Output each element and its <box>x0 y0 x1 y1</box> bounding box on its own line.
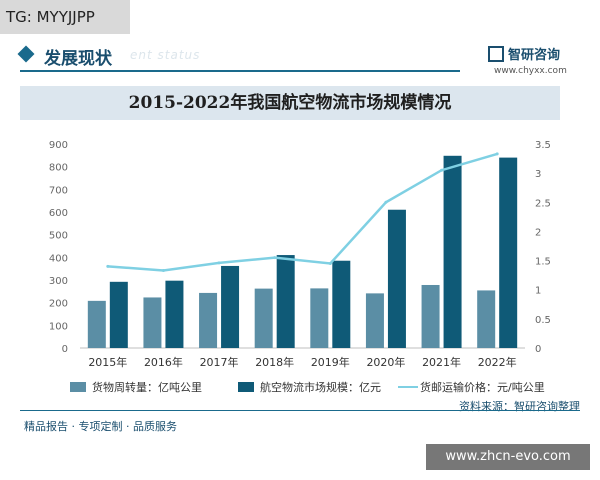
y-left-tick-label: 700 <box>49 185 68 196</box>
chart: 0 100 200 300 400 500 600 700 800 900 0 0.5 1 1.5 2 2.5… <box>49 140 551 369</box>
bar-cargo-turnover <box>143 297 162 348</box>
y-left-tick-label: 600 <box>49 208 68 219</box>
bar-cargo-turnover <box>199 292 218 348</box>
point-freight-price <box>106 264 110 268</box>
y-left-tick-label: 500 <box>49 231 68 242</box>
x-tick-label: 2021年 <box>422 355 461 369</box>
legend-line-swatch <box>398 386 418 388</box>
bar-cargo-turnover <box>87 300 106 348</box>
bar-market-size <box>387 209 406 348</box>
y-left-tick-label: 800 <box>49 163 68 174</box>
bar-cargo-turnover <box>477 290 496 348</box>
diamond-icon <box>17 45 35 63</box>
y-right-tick-label: 1.5 <box>535 257 551 268</box>
bar-market-size <box>499 157 518 348</box>
point-freight-price <box>273 256 277 260</box>
x-tick-label: 2018年 <box>255 355 294 369</box>
chart-title: 2015-2022年我国航空物流市场规模情况 <box>128 93 452 113</box>
section-header: 发展现状 ent status <box>17 44 580 69</box>
bar-cargo-turnover <box>310 288 329 348</box>
section-title: 发展现状 <box>44 49 112 69</box>
brand-logo-block: 智研咨询 www.chyxx.com <box>488 44 588 80</box>
point-freight-price <box>217 261 221 265</box>
legend-swatch-dark <box>238 382 254 392</box>
section-divider <box>20 70 460 72</box>
legend-swatch-light <box>70 382 86 392</box>
bar-market-size <box>443 155 462 348</box>
tg-badge: TG: MYYJJPP <box>0 0 130 34</box>
y-left-tick-label: 100 <box>49 321 68 332</box>
chart-legend: 货物周转量：亿吨公里 航空物流市场规模：亿元 货邮运输价格：元/吨公里 <box>70 378 570 396</box>
bar-market-size <box>276 255 295 348</box>
y-right-tick-label: 2 <box>535 227 541 238</box>
bar-market-size <box>109 281 128 348</box>
brand-logo-icon <box>488 46 504 62</box>
y-left-tick-label: 0 <box>62 344 68 355</box>
bar-cargo-turnover <box>254 288 273 348</box>
watermark-url: www.zhcn-evo.com <box>426 444 590 470</box>
data-source: 资料来源：智研咨询整理 <box>459 400 580 413</box>
y-right-tick-label: 3.5 <box>535 140 551 151</box>
bar-market-size <box>221 265 240 348</box>
x-tick-label: 2017年 <box>200 355 239 369</box>
line-freight-price <box>107 152 498 272</box>
y-right-tick-label: 0 <box>535 344 541 355</box>
brand-url: www.chyxx.com <box>494 66 567 76</box>
point-freight-price <box>161 268 165 272</box>
point-freight-price <box>440 168 444 172</box>
chart-title-banner: 2015-2022年我国航空物流市场规模情况 <box>20 86 560 120</box>
y-left-tick-label: 900 <box>49 140 68 151</box>
point-freight-price <box>384 200 388 204</box>
x-tick-label: 2019年 <box>311 355 350 369</box>
y-left-tick-label: 300 <box>49 276 68 287</box>
bar-market-size <box>165 280 184 348</box>
y-right-tick-label: 2.5 <box>535 198 551 209</box>
y-right-tick-label: 3 <box>535 169 541 180</box>
legend-label: 货邮运输价格：元/吨公里 <box>420 381 545 394</box>
y-left-tick-label: 400 <box>49 253 68 264</box>
y-right-tick-label: 1 <box>535 286 541 297</box>
point-freight-price <box>495 152 499 156</box>
bar-market-size <box>332 260 351 348</box>
bar-cargo-turnover <box>365 293 384 348</box>
x-tick-label: 2020年 <box>366 355 405 369</box>
point-freight-price <box>328 261 332 265</box>
x-tick-label: 2015年 <box>88 355 127 369</box>
footer-divider <box>20 410 580 411</box>
y-right-tick-label: 0.5 <box>535 315 551 326</box>
footer-slogan: 精品报告 · 专项定制 · 品质服务 <box>24 420 177 433</box>
bar-cargo-turnover <box>421 284 440 348</box>
y-left-tick-label: 200 <box>49 299 68 310</box>
x-tick-label: 2016年 <box>144 355 183 369</box>
section-subtitle: ent status <box>130 48 201 62</box>
brand-name: 智研咨询 <box>508 48 561 63</box>
legend-label: 货物周转量：亿吨公里 <box>92 381 202 394</box>
legend-label: 航空物流市场规模：亿元 <box>260 381 381 394</box>
x-tick-label: 2022年 <box>478 355 517 369</box>
